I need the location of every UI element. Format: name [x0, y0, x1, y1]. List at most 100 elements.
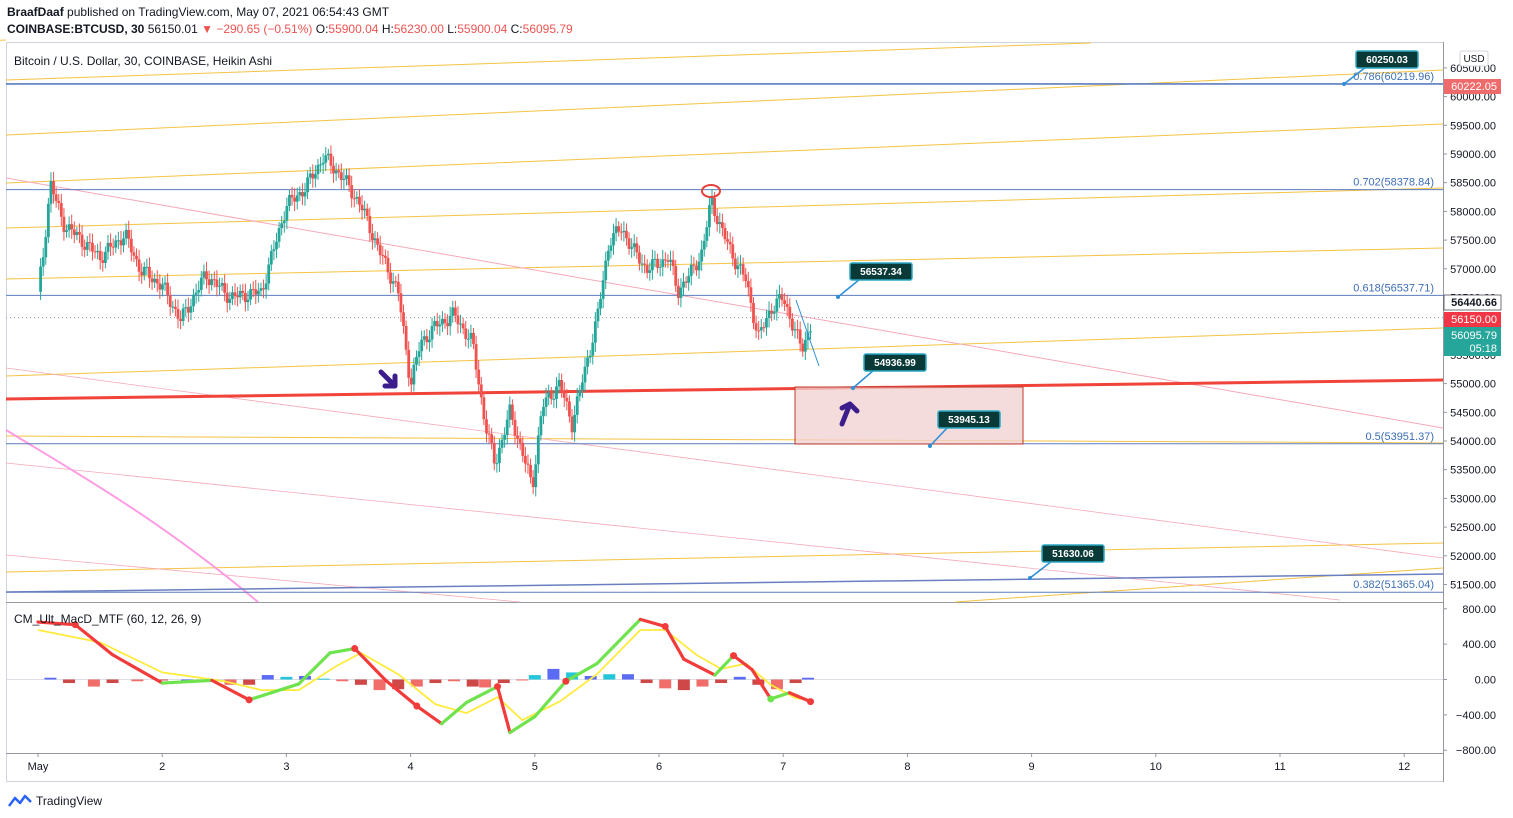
candle-body	[202, 271, 206, 278]
candle-body	[759, 327, 763, 331]
macd-line-segment	[713, 654, 736, 677]
candle-body	[189, 306, 193, 313]
close-value: 56095.79	[522, 22, 573, 36]
candle-body	[788, 306, 792, 319]
pink-line-0	[5, 177, 1444, 429]
macd-line-segment	[36, 620, 77, 627]
author-name[interactable]: BraafDaaf	[7, 5, 64, 19]
candle-body	[215, 279, 219, 287]
y-tick-label: 53000.00	[1450, 493, 1496, 505]
candle-body	[661, 259, 665, 267]
y-tick-label: 60000.00	[1450, 92, 1496, 104]
candle-body	[70, 224, 74, 230]
candle-body	[295, 195, 299, 202]
candle-body	[503, 435, 507, 440]
candle-body	[46, 203, 50, 238]
candle-body	[477, 369, 481, 385]
candle-body	[428, 339, 431, 343]
candle-body	[692, 264, 696, 266]
candle-body	[391, 281, 395, 284]
candle-body	[733, 258, 737, 270]
top-circle-marker	[701, 184, 721, 198]
candle-body	[796, 329, 799, 331]
candle-body	[306, 177, 310, 193]
currency-badge[interactable]: USD	[1459, 50, 1489, 67]
candle-body	[256, 290, 260, 295]
candle-body	[368, 216, 372, 234]
candle-body	[684, 281, 688, 283]
candle-body	[552, 398, 556, 400]
close-label: C:	[510, 22, 523, 36]
candle-body	[223, 283, 227, 293]
macd-cross-dot	[661, 622, 669, 630]
candle-body	[544, 397, 548, 407]
candle-body	[609, 245, 613, 251]
candle-body	[155, 278, 159, 284]
candle-body	[793, 329, 797, 331]
candle-body	[298, 192, 302, 196]
candle-body	[347, 175, 351, 186]
candle-body	[741, 264, 745, 275]
candle-body	[490, 434, 494, 443]
candle-body	[228, 298, 232, 303]
candle-body	[573, 414, 577, 433]
candle-body	[220, 283, 224, 286]
candle-body	[749, 287, 753, 303]
macd-histogram-bar	[44, 677, 57, 680]
channel-line-7	[5, 435, 1444, 444]
candle-body	[744, 274, 748, 282]
price-chart[interactable]: 0.786(60219.96) 0.702(58378.84) 0.618(5653…	[0, 0, 1513, 790]
callout-leader	[1029, 560, 1053, 579]
candle-body	[472, 332, 475, 345]
channel-line-5	[5, 247, 1444, 280]
candle-body	[656, 258, 659, 268]
callout-text: 60250.03	[1366, 55, 1408, 66]
footer-brand[interactable]: TradingView	[8, 791, 102, 811]
candle-body	[39, 266, 42, 292]
macd-histogram-bar	[156, 679, 169, 681]
callout-box	[937, 410, 1001, 429]
price-callouts[interactable]: 60250.03 56537.34 54936.99 53945.13 51630.06	[836, 50, 1419, 580]
macd-line-segment	[787, 691, 813, 704]
channel-lines	[0, 39, 1444, 603]
candle-body	[443, 318, 447, 324]
candle-body	[420, 339, 424, 352]
annotations[interactable]	[378, 184, 860, 427]
macd-cross-dot	[245, 696, 253, 704]
candle-body	[728, 241, 732, 245]
time-scale[interactable]: May 2 3 4 5 6 7 8 9 10 11 12	[28, 753, 1411, 773]
y-tick-label: 55000.00	[1450, 379, 1496, 391]
candle-body	[798, 329, 802, 344]
trend-lines	[5, 378, 1444, 593]
macd-histogram-bar	[336, 679, 349, 682]
price-scale[interactable]: 60500.0060000.0059500.0059000.0058500.00…	[1443, 63, 1496, 757]
candle-body	[360, 204, 364, 211]
callout-box	[849, 262, 913, 281]
candle-body	[329, 153, 333, 166]
candle-body	[205, 271, 208, 280]
candle-body	[135, 255, 138, 260]
macd-y-tick-label: 0.00	[1475, 675, 1496, 687]
x-tick-label: 6	[656, 761, 662, 773]
x-tick-label: 12	[1398, 761, 1410, 773]
macd-histogram-bar	[715, 679, 728, 684]
pink-curve	[5, 429, 259, 603]
candle-body	[150, 278, 154, 283]
candle-body	[303, 192, 307, 197]
candle-body	[720, 222, 724, 228]
candle-body	[181, 308, 185, 322]
candle-body	[236, 296, 240, 298]
candle-body	[630, 247, 634, 249]
candle-body	[586, 357, 589, 367]
candle-body	[383, 255, 387, 258]
open-label: O:	[315, 22, 329, 36]
x-tick-label: 3	[283, 761, 289, 773]
low-value: 55900.04	[457, 22, 508, 36]
candle-body	[184, 307, 188, 309]
candle-body	[355, 196, 359, 199]
candle-body	[765, 318, 768, 328]
ohlc-row: COINBASE:BTCUSD, 30 56150.01 ▼ −290.65 (…	[7, 22, 573, 36]
candle-body	[632, 243, 636, 248]
candle-body	[531, 477, 535, 488]
macd-signal-line	[37, 629, 811, 722]
